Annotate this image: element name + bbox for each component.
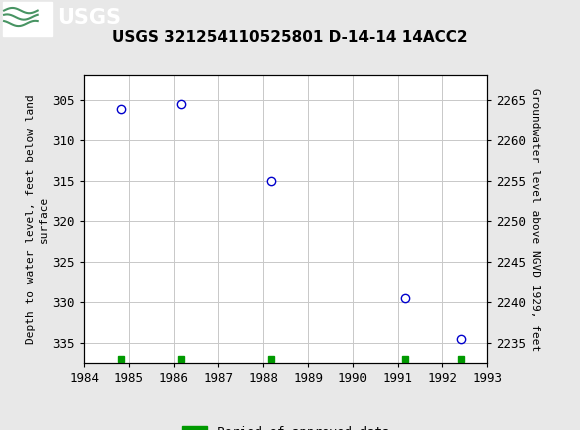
Bar <box>3 2 52 36</box>
Text: USGS: USGS <box>57 8 121 28</box>
Text: USGS 321254110525801 D-14-14 14ACC2: USGS 321254110525801 D-14-14 14ACC2 <box>112 30 468 45</box>
Y-axis label: Depth to water level, feet below land
surface: Depth to water level, feet below land su… <box>26 95 48 344</box>
Y-axis label: Groundwater level above NGVD 1929, feet: Groundwater level above NGVD 1929, feet <box>530 88 541 351</box>
Legend: Period of approved data: Period of approved data <box>177 421 394 430</box>
